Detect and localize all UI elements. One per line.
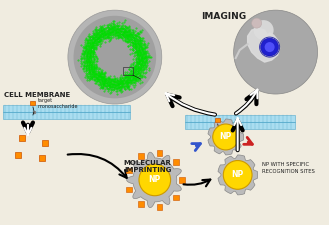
Circle shape	[223, 160, 252, 189]
Circle shape	[74, 16, 156, 98]
Bar	[185, 115, 294, 122]
Text: target
monosaccharide: target monosaccharide	[38, 98, 78, 109]
Bar	[123, 67, 133, 75]
Circle shape	[265, 42, 275, 52]
Text: NP: NP	[149, 176, 161, 184]
Text: NP: NP	[219, 133, 232, 142]
Polygon shape	[208, 119, 244, 155]
Text: NP: NP	[232, 170, 244, 179]
Circle shape	[252, 18, 262, 28]
Polygon shape	[218, 155, 258, 195]
Polygon shape	[127, 152, 181, 208]
Text: MOLECULAR
IMPRINTING: MOLECULAR IMPRINTING	[124, 160, 172, 173]
Circle shape	[261, 38, 279, 56]
Bar	[185, 122, 294, 129]
Circle shape	[139, 164, 171, 196]
Polygon shape	[248, 28, 280, 62]
Text: NP WITH SPECIFIC
RECOGNITION SITES: NP WITH SPECIFIC RECOGNITION SITES	[262, 162, 315, 173]
Circle shape	[234, 10, 317, 94]
Text: CELL MEMBRANE: CELL MEMBRANE	[4, 92, 70, 98]
Bar	[3, 105, 130, 112]
Bar	[3, 112, 130, 119]
Circle shape	[68, 10, 162, 104]
Circle shape	[254, 20, 274, 40]
Circle shape	[213, 124, 239, 150]
Text: IMAGING: IMAGING	[201, 12, 246, 21]
